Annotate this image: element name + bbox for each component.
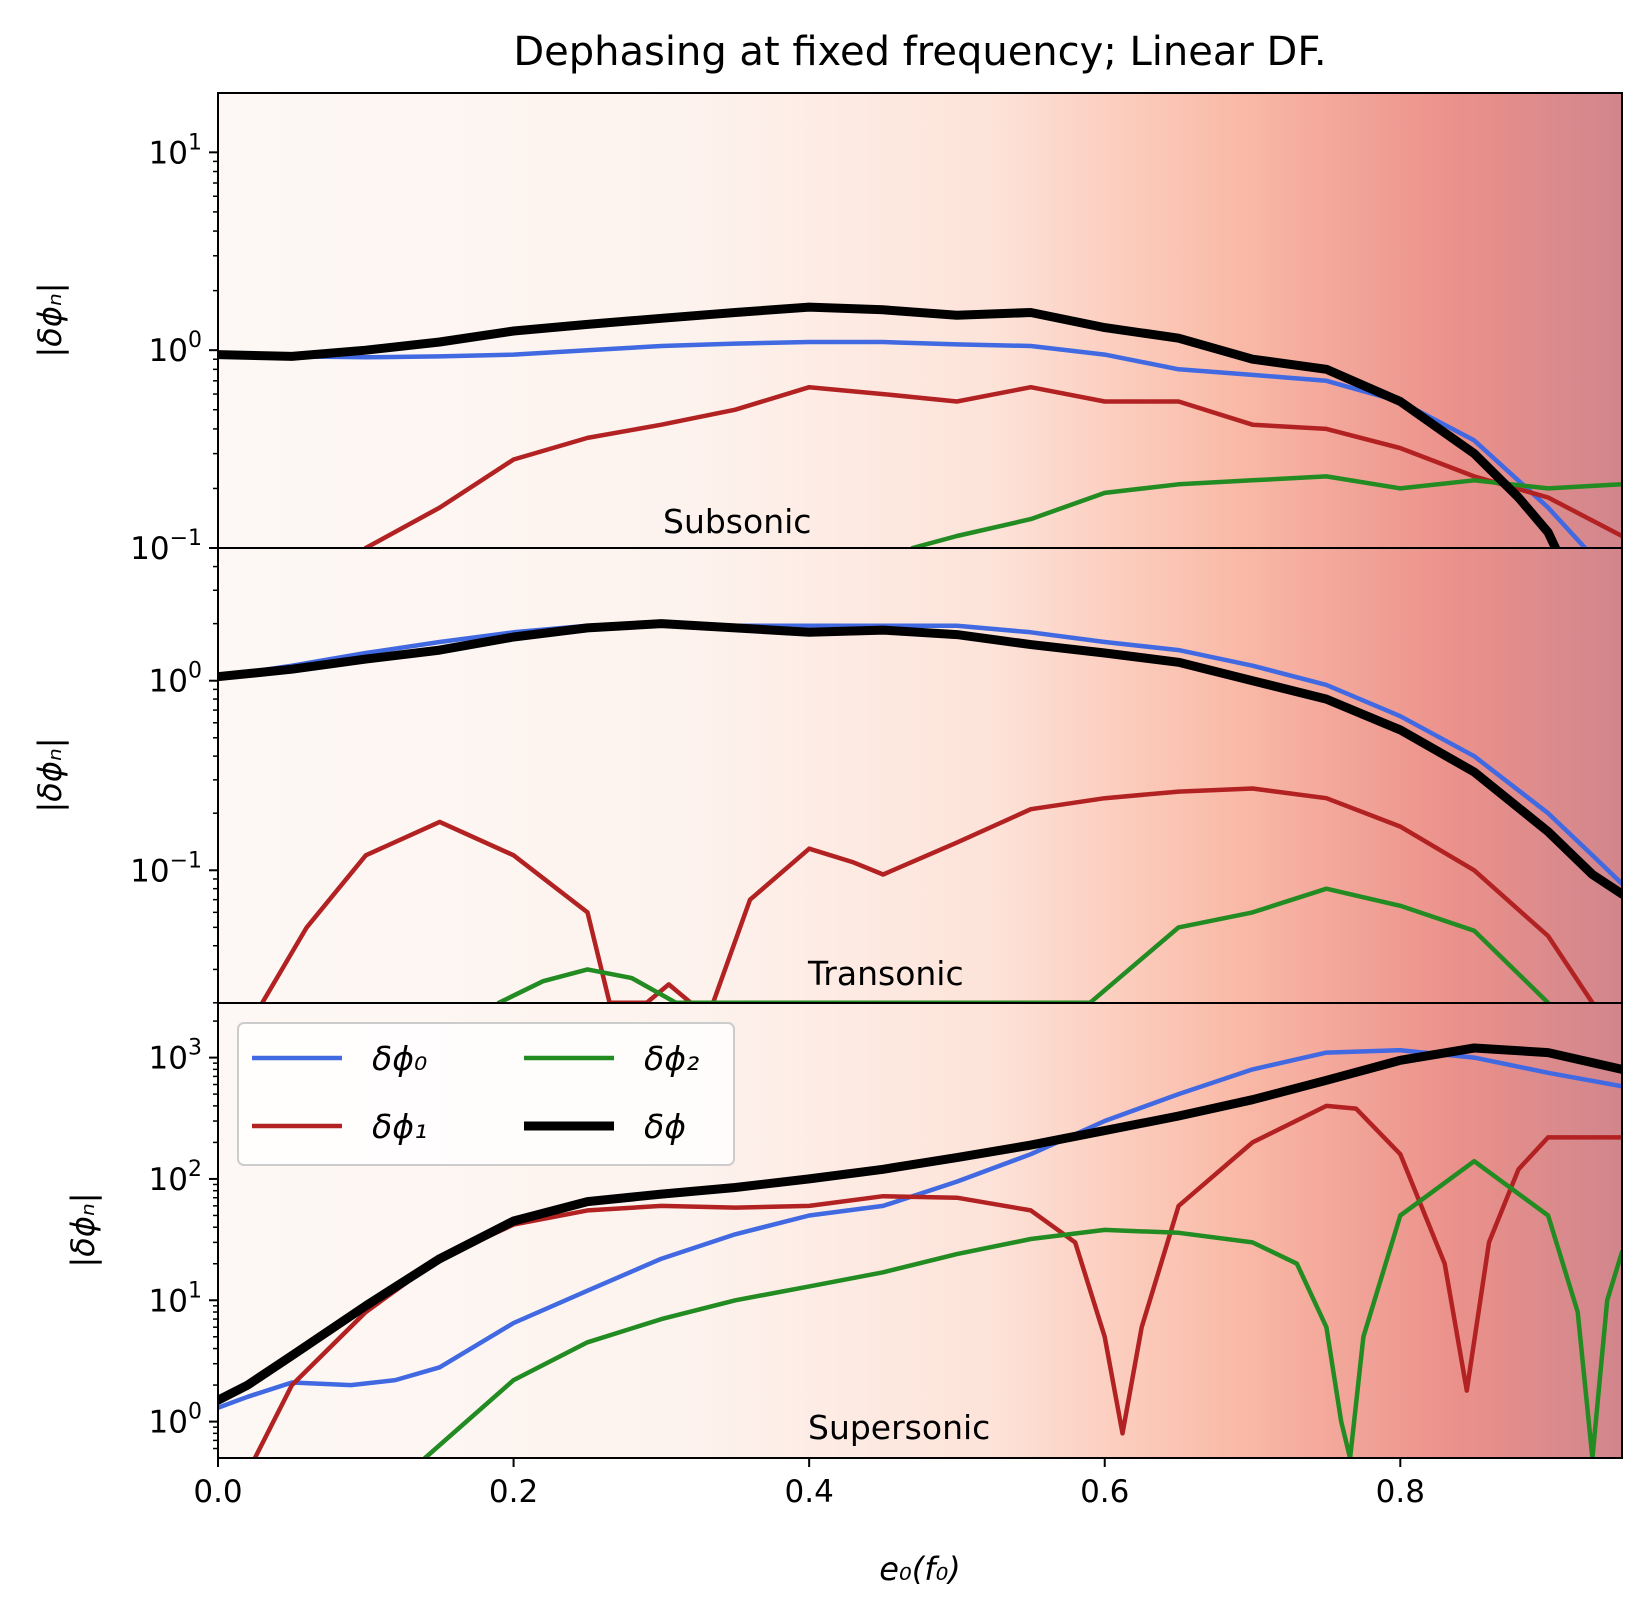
y-tick-base: 10 <box>149 135 188 171</box>
y-tick-label: 100 <box>149 659 202 700</box>
legend-label-dphi0: δϕ₀ <box>372 1039 427 1078</box>
y-tick-label: 101 <box>149 1278 202 1319</box>
regime-label-supersonic: Supersonic <box>808 1408 990 1447</box>
y-minor-ticks <box>209 151 218 549</box>
y-tick-label: 10−1 <box>130 848 202 889</box>
y-tick-exponent: 0 <box>188 659 202 684</box>
x-tick-label: 0.4 <box>785 1474 834 1510</box>
y-minor-ticks <box>209 1020 218 1450</box>
regime-label-subsonic: Subsonic <box>663 502 811 541</box>
y-tick-label: 100 <box>149 328 202 369</box>
regime-label-transonic: Transonic <box>807 954 964 993</box>
y-tick-exponent: 0 <box>188 1400 202 1425</box>
y-tick-exponent: −1 <box>170 526 202 551</box>
legend-label-dphi1: δϕ₁ <box>372 1107 427 1146</box>
y-tick-base: 10 <box>149 1405 188 1441</box>
y-tick-exponent: −1 <box>170 848 202 873</box>
y-minor-ticks <box>209 547 218 1004</box>
y-tick-base: 10 <box>149 1162 188 1198</box>
y-tick-base: 10 <box>130 531 169 567</box>
y-tick-base: 10 <box>149 664 188 700</box>
panel-background <box>218 548 1622 1003</box>
y-tick-exponent: 0 <box>188 328 202 353</box>
y-tick-base: 10 <box>149 333 188 369</box>
x-tick-label: 0.0 <box>193 1474 242 1510</box>
legend-label-dphi: δϕ <box>644 1107 686 1146</box>
series-line-dphi1 <box>260 786 1595 1003</box>
series-layer <box>218 1043 1622 1458</box>
series-layer <box>218 619 1622 1003</box>
x-axis-label: e₀(f₀) <box>879 1550 961 1588</box>
series-line-dphi2 <box>496 886 1551 1003</box>
y-tick-exponent: 3 <box>188 1036 202 1061</box>
axes-frame <box>217 92 1623 1459</box>
series-line-dphi <box>218 1043 1622 1405</box>
legend: δϕ₀ δϕ₂ δϕ₁ δϕ <box>237 1022 735 1166</box>
series-line-dphi0 <box>218 621 1622 886</box>
y-tick-base: 10 <box>149 1041 188 1077</box>
series-line-dphi1 <box>252 1103 1622 1458</box>
y-axis-label: |δϕₙ| <box>31 737 69 812</box>
series-line-dphi0 <box>218 339 1589 548</box>
y-tick-exponent: 1 <box>188 130 202 155</box>
legend-label-dphi2: δϕ₂ <box>644 1039 699 1078</box>
y-tick-base: 10 <box>130 853 169 889</box>
panel-background <box>218 93 1622 548</box>
y-tick-label: 101 <box>149 130 202 171</box>
x-tick-label: 0.6 <box>1080 1474 1129 1510</box>
x-tick-label: 0.8 <box>1376 1474 1425 1510</box>
y-tick-label: 102 <box>149 1157 202 1198</box>
y-tick-exponent: 1 <box>188 1278 202 1303</box>
y-tick-label: 10−1 <box>130 526 202 567</box>
y-tick-base: 10 <box>149 1283 188 1319</box>
y-tick-label: 103 <box>149 1036 202 1077</box>
series-line-dphi0 <box>218 1047 1622 1411</box>
series-line-dphi1 <box>363 384 1622 548</box>
axes-border <box>217 92 1623 1459</box>
series-line-dphi <box>218 302 1560 548</box>
y-tick-exponent: 2 <box>188 1157 202 1182</box>
y-axis-label: |δϕₙ| <box>31 282 69 357</box>
series-line-dphi2 <box>422 1158 1622 1458</box>
x-axis: 0.0 0.2 0.4 0.6 0.8 <box>193 1458 1425 1510</box>
series-line-dphi <box>218 619 1622 899</box>
x-tick-label: 0.2 <box>489 1474 538 1510</box>
series-layer <box>218 302 1622 548</box>
y-axis-label: |δϕₙ| <box>64 1192 102 1267</box>
chart-title: Dephasing at fixed frequency; Linear DF. <box>513 29 1326 75</box>
y-tick-label: 100 <box>149 1400 202 1441</box>
